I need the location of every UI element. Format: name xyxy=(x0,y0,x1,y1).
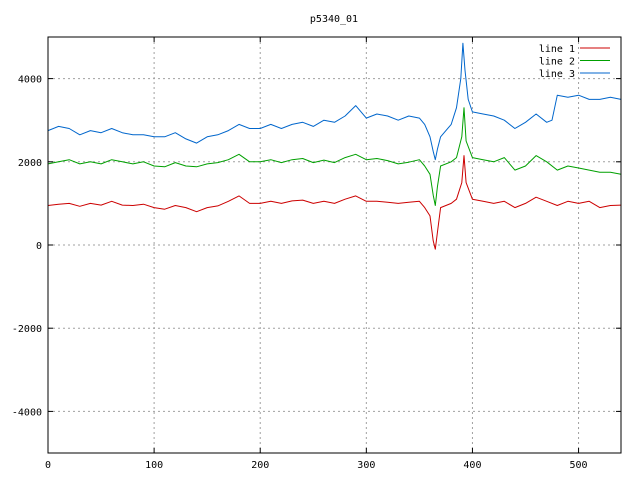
series-line-3 xyxy=(47,42,622,161)
x-tick-label: 200 xyxy=(251,460,269,471)
series-line-1 xyxy=(47,155,622,250)
x-tick-label: 300 xyxy=(357,460,375,471)
x-tick-label: 400 xyxy=(463,460,481,471)
legend-label-2: line 2 xyxy=(539,57,575,68)
y-tick-label: -4000 xyxy=(12,407,42,418)
x-tick-label: 0 xyxy=(45,460,51,471)
legend-label-1: line 1 xyxy=(539,44,575,55)
y-tick-label: -2000 xyxy=(12,324,42,335)
series-line-2 xyxy=(47,107,622,206)
grid xyxy=(48,37,621,453)
y-tick-label: 2000 xyxy=(18,158,42,169)
plot-frame xyxy=(47,36,622,454)
chart-title: p5340_01 xyxy=(310,14,358,25)
x-tick-label: 100 xyxy=(145,460,163,471)
axes: 0 100 200 300 400 500 -4000 -2000 0 2000 4000 xyxy=(12,37,621,471)
series-group xyxy=(47,42,622,250)
x-tick-label: 500 xyxy=(570,460,588,471)
legend-label-3: line 3 xyxy=(539,69,575,80)
y-tick-label: 4000 xyxy=(18,75,42,86)
y-tick-label: 0 xyxy=(36,241,42,252)
